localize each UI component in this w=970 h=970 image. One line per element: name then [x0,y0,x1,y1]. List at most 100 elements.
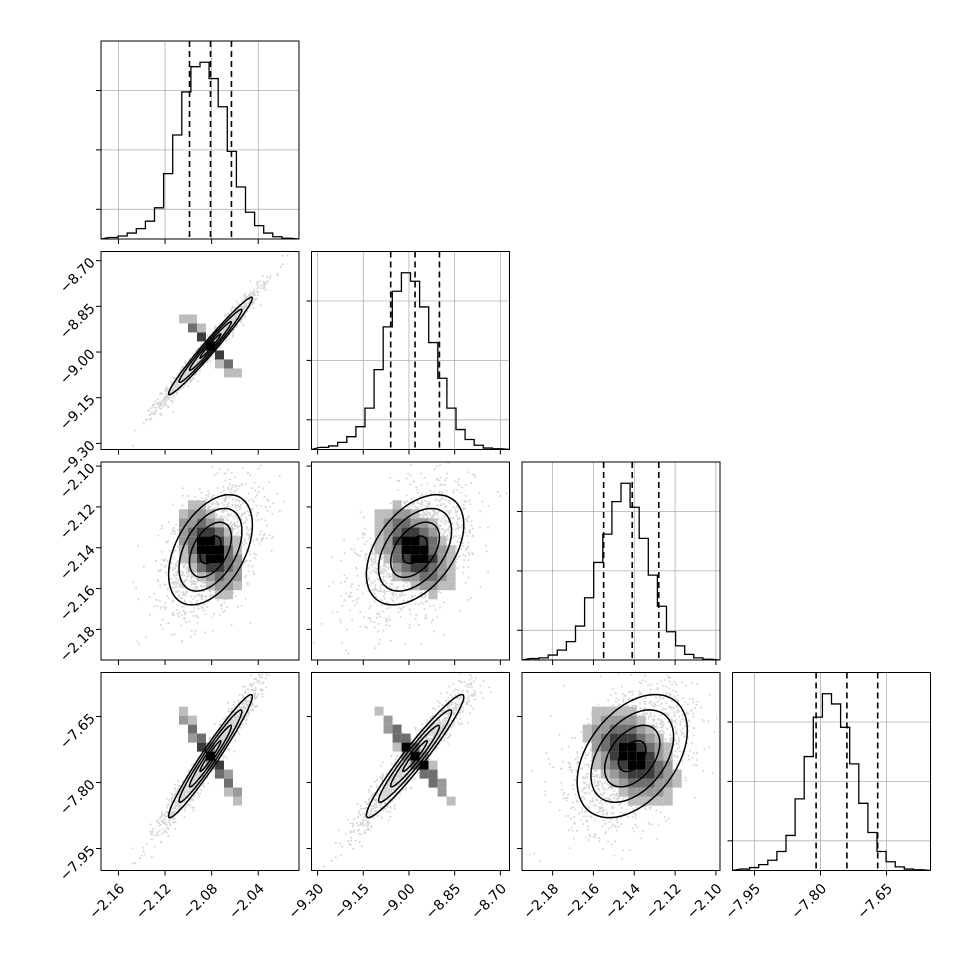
scatter-point [243,305,246,308]
scatter-point [254,298,257,301]
scatter-point [453,480,456,483]
scatter-point [177,578,180,581]
scatter-point [231,335,234,338]
scatter-point [247,537,250,540]
scatter-point [467,559,470,562]
scatter-point [259,287,262,290]
scatter-point [437,500,440,503]
scatter-point [231,318,234,321]
scatter-point [402,585,405,588]
scatter-point [200,585,203,588]
scatter-point [374,592,377,595]
scatter-point [243,521,246,524]
scatter-point [234,594,237,597]
scatter-point [193,580,196,583]
scatter-point [462,571,465,574]
scatter-point [172,573,175,576]
scatter-point [178,806,181,809]
scatter-point [220,604,223,607]
scatter-point [424,593,427,596]
scatter-point [172,386,175,389]
scatter-point [197,616,200,619]
scatter-point [175,383,178,386]
scatter-point [367,567,370,570]
scatter-point [370,581,373,584]
scatter-point [204,595,207,598]
scatter-point [381,578,384,581]
scatter-point [181,606,184,609]
scatter-point [237,518,240,521]
scatter-point [177,383,180,386]
scatter-point [244,297,247,300]
scatter-point [426,600,429,603]
scatter-point [251,702,254,705]
scatter-point [379,572,382,575]
histogram-step [311,272,510,450]
scatter-point [174,383,177,386]
scatter-point [456,523,459,526]
scatter-point [161,628,164,631]
scatter-point [425,510,428,513]
scatter-point [176,560,179,563]
scatter-point [192,364,195,367]
scatter-point [426,514,429,517]
scatter-point [470,524,473,527]
scatter-point [466,520,469,523]
scatter-point [410,504,413,507]
scatter-point [193,572,196,575]
density-cell [205,554,215,564]
scatter-point [210,594,213,597]
scatter-point [438,527,441,530]
scatter-point [170,388,173,391]
scatter-point [225,326,228,329]
scatter-point [153,605,156,608]
density-cell [383,509,393,519]
scatter-point [149,613,152,616]
scatter-point [171,581,174,584]
scatter-point [169,380,172,383]
scatter-point [159,404,162,407]
scatter-point [262,285,265,288]
scatter-point [237,505,240,508]
density-cell [392,554,402,564]
scatter-point [227,488,230,491]
scatter-point [405,494,408,497]
scatter-point [228,522,231,525]
scatter-point [247,564,250,567]
scatter-point [232,723,235,726]
scatter-point [166,405,169,408]
density-cell [428,536,438,546]
scatter-point [237,312,240,315]
scatter-point [156,579,159,582]
scatter-point [372,589,375,592]
scatter-point [227,505,230,508]
scatter-point [376,573,379,576]
scatter-point [197,358,200,361]
scatter-point [164,606,167,609]
scatter-point [199,792,202,795]
scatter-point [374,566,377,569]
scatter-point [425,492,428,495]
density-cell [223,368,233,378]
scatter-point [454,508,457,511]
scatter-point [286,254,289,257]
scatter-point [421,510,424,513]
scatter-point [180,586,183,589]
scatter-point [196,621,199,624]
scatter-point [214,325,217,328]
scatter-point [457,477,460,480]
scatter-point [174,384,177,387]
scatter-point [445,489,448,492]
scatter-point [320,622,323,625]
scatter-point [364,557,367,560]
scatter-point [385,570,388,573]
scatter-point [239,529,242,532]
scatter-point [171,400,174,403]
scatter-point [432,514,435,517]
scatter-point [438,524,441,527]
scatter-point [197,359,200,362]
density-cell [392,572,402,582]
scatter-point [272,502,275,505]
scatter-point [164,602,167,605]
scatter-point [233,701,236,704]
